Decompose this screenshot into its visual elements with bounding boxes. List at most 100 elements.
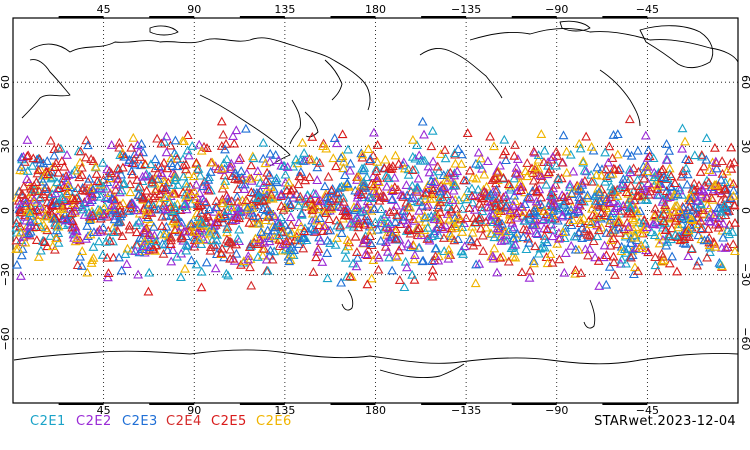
observation-marker — [610, 164, 621, 174]
observation-marker — [657, 196, 668, 206]
observation-marker — [15, 270, 26, 280]
observation-marker — [575, 143, 586, 153]
observation-marker — [485, 189, 496, 199]
observation-marker — [592, 231, 603, 241]
observation-marker — [88, 184, 98, 194]
observation-marker — [591, 170, 602, 179]
observation-marker — [564, 181, 575, 191]
observation-marker — [260, 158, 271, 168]
observation-marker — [45, 205, 55, 215]
observation-marker — [210, 202, 221, 211]
observation-marker — [479, 186, 490, 196]
observation-marker — [102, 272, 113, 282]
observation-marker — [633, 181, 644, 190]
observation-marker — [320, 208, 331, 218]
observation-marker — [662, 236, 673, 246]
observation-marker — [620, 230, 631, 240]
observation-marker — [219, 179, 230, 189]
observation-marker — [596, 170, 607, 180]
observation-marker — [88, 227, 99, 236]
observation-marker — [608, 233, 619, 243]
observation-marker — [693, 230, 704, 240]
observation-marker — [176, 221, 187, 231]
observation-marker — [539, 145, 550, 155]
observation-marker — [443, 197, 454, 207]
observation-marker — [438, 232, 449, 242]
observation-marker — [627, 245, 638, 255]
observation-marker — [260, 215, 271, 225]
observation-marker — [456, 158, 467, 168]
observation-marker — [464, 202, 475, 212]
observation-marker — [704, 165, 715, 174]
observation-marker — [269, 211, 280, 221]
observation-marker — [47, 241, 58, 250]
observation-marker — [639, 224, 650, 234]
observation-marker — [471, 259, 482, 269]
observation-marker — [401, 180, 412, 189]
observation-marker — [541, 179, 552, 189]
observation-marker — [564, 194, 575, 204]
observation-marker — [522, 171, 533, 181]
observation-marker — [708, 210, 719, 220]
observation-marker — [182, 145, 193, 155]
observation-marker — [293, 239, 304, 248]
observation-marker — [702, 200, 713, 210]
observation-marker — [586, 176, 597, 186]
observation-marker — [467, 227, 478, 237]
observation-marker — [625, 167, 636, 177]
observation-marker — [429, 177, 440, 187]
observation-marker — [648, 153, 659, 163]
observation-marker — [702, 252, 713, 262]
observation-marker — [430, 251, 441, 261]
observation-marker — [126, 142, 137, 152]
observation-marker — [535, 199, 546, 209]
observation-marker — [75, 146, 86, 156]
observation-marker — [505, 214, 516, 224]
observation-marker — [109, 195, 120, 205]
observation-marker — [643, 178, 654, 188]
observation-marker — [457, 203, 468, 213]
bottom-longitude-label: 90 — [187, 404, 201, 417]
observation-marker — [158, 248, 169, 258]
observation-marker — [259, 237, 270, 247]
observation-marker — [672, 266, 682, 276]
observation-marker — [392, 251, 403, 261]
observation-marker — [170, 135, 181, 145]
observation-marker — [518, 206, 529, 216]
observation-marker — [420, 194, 431, 203]
observation-marker — [212, 217, 223, 227]
observation-marker — [133, 182, 144, 192]
observation-marker — [658, 215, 669, 225]
observation-marker — [86, 257, 97, 267]
observation-marker — [608, 257, 619, 267]
legend-item-c2e4: C2E4 — [166, 414, 202, 429]
observation-marker — [623, 188, 634, 198]
observation-marker — [162, 245, 173, 255]
observation-marker — [649, 211, 659, 221]
observation-marker — [423, 161, 434, 171]
observation-marker — [642, 166, 653, 176]
observation-marker — [391, 200, 402, 210]
observation-marker — [220, 175, 231, 185]
observation-marker — [180, 159, 191, 169]
observation-marker — [413, 197, 424, 207]
observation-marker — [131, 220, 142, 230]
observation-marker — [629, 214, 640, 224]
observation-marker — [92, 176, 103, 186]
observation-marker — [681, 154, 691, 164]
observation-marker — [95, 191, 106, 201]
observation-marker — [596, 208, 607, 217]
observation-marker — [440, 174, 451, 184]
observation-marker — [63, 169, 74, 179]
observation-marker — [390, 150, 401, 160]
observation-marker — [24, 228, 34, 237]
observation-marker — [528, 146, 539, 156]
observation-marker — [381, 181, 392, 191]
observation-marker — [443, 249, 454, 259]
observation-marker — [640, 194, 651, 204]
observation-marker — [258, 195, 268, 205]
observation-marker — [601, 279, 612, 289]
observation-marker — [254, 191, 265, 201]
observation-marker — [642, 152, 653, 162]
observation-marker — [470, 278, 481, 288]
